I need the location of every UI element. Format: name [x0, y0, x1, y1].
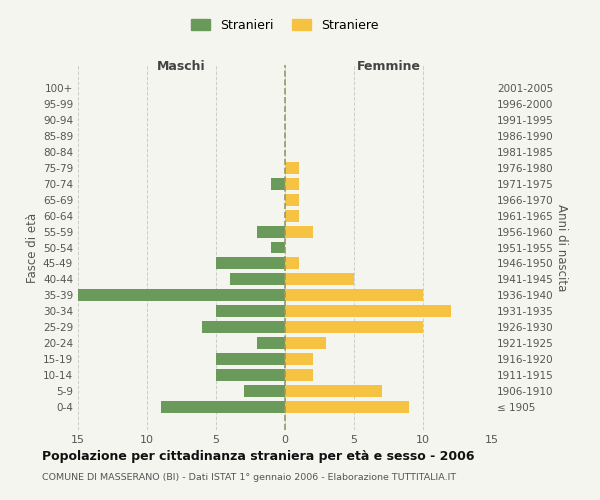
Bar [285, 162, 299, 173]
Bar [285, 178, 299, 190]
Bar [285, 306, 451, 318]
Bar [285, 386, 382, 398]
Bar [271, 242, 285, 254]
Bar [202, 322, 285, 334]
Legend: Stranieri, Straniere: Stranieri, Straniere [185, 13, 385, 38]
Bar [285, 402, 409, 413]
Bar [78, 290, 285, 302]
Bar [216, 354, 285, 366]
Bar [285, 258, 299, 270]
Bar [216, 306, 285, 318]
Bar [271, 178, 285, 190]
Bar [257, 338, 285, 349]
Bar [285, 354, 313, 366]
Bar [285, 290, 423, 302]
Y-axis label: Fasce di età: Fasce di età [26, 212, 39, 282]
Bar [216, 258, 285, 270]
Bar [285, 210, 299, 222]
Bar [285, 194, 299, 205]
Bar [257, 226, 285, 237]
Text: Femmine: Femmine [356, 60, 421, 73]
Bar [285, 338, 326, 349]
Text: COMUNE DI MASSERANO (BI) - Dati ISTAT 1° gennaio 2006 - Elaborazione TUTTITALIA.: COMUNE DI MASSERANO (BI) - Dati ISTAT 1°… [42, 472, 456, 482]
Y-axis label: Anni di nascita: Anni di nascita [554, 204, 568, 291]
Bar [285, 226, 313, 237]
Bar [230, 274, 285, 285]
Text: Maschi: Maschi [157, 60, 206, 73]
Bar [285, 322, 423, 334]
Text: Popolazione per cittadinanza straniera per età e sesso - 2006: Popolazione per cittadinanza straniera p… [42, 450, 475, 463]
Bar [161, 402, 285, 413]
Bar [244, 386, 285, 398]
Bar [285, 370, 313, 382]
Bar [285, 274, 354, 285]
Bar [216, 370, 285, 382]
